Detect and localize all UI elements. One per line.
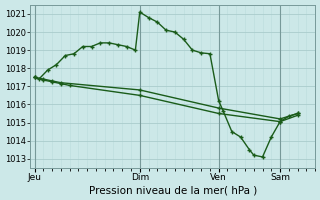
- X-axis label: Pression niveau de la mer( hPa ): Pression niveau de la mer( hPa ): [89, 185, 257, 195]
